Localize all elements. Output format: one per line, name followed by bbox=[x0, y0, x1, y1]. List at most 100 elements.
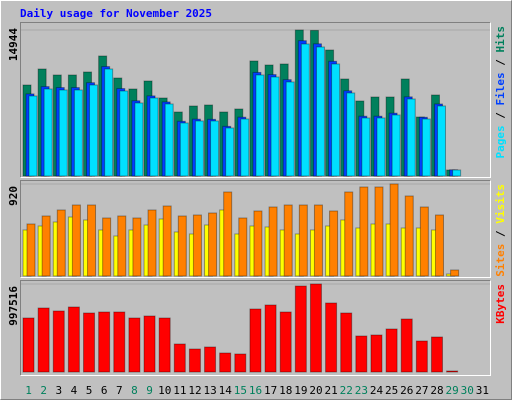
x-tick-label: 7 bbox=[116, 384, 123, 397]
bar bbox=[87, 204, 97, 277]
bar bbox=[132, 217, 142, 277]
bar bbox=[374, 186, 384, 277]
bar bbox=[192, 214, 202, 277]
bar bbox=[400, 318, 413, 373]
bar bbox=[279, 311, 292, 373]
bar bbox=[385, 328, 398, 373]
bar bbox=[404, 195, 414, 277]
bar bbox=[389, 183, 399, 277]
x-tick-label: 19 bbox=[294, 384, 307, 397]
x-tick-label: 9 bbox=[146, 384, 153, 397]
x-tick-label: 8 bbox=[131, 384, 138, 397]
x-tick-label: 31 bbox=[476, 384, 489, 397]
bar bbox=[370, 334, 383, 373]
x-tick-label: 20 bbox=[309, 384, 322, 397]
bar bbox=[225, 127, 235, 177]
x-tick-label: 18 bbox=[279, 384, 292, 397]
x-tick-label: 12 bbox=[188, 384, 201, 397]
x-tick-label: 22 bbox=[340, 384, 353, 397]
bar bbox=[117, 215, 127, 277]
bar bbox=[158, 317, 171, 373]
x-tick-label: 6 bbox=[101, 384, 108, 397]
legend-separator: / bbox=[494, 106, 507, 126]
bar bbox=[391, 114, 401, 177]
bar bbox=[331, 63, 341, 177]
bar bbox=[346, 92, 356, 177]
bar bbox=[283, 204, 293, 277]
bar bbox=[452, 169, 462, 177]
legend: KBytes bbox=[494, 284, 507, 324]
bar bbox=[58, 89, 68, 177]
bar bbox=[143, 315, 156, 373]
x-tick-label: 1 bbox=[25, 384, 32, 397]
bar bbox=[26, 223, 36, 277]
bar bbox=[208, 212, 218, 277]
panel-border bbox=[20, 22, 491, 178]
panel-border bbox=[20, 22, 491, 178]
x-tick-label: 10 bbox=[158, 384, 171, 397]
x-tick-label: 28 bbox=[430, 384, 443, 397]
bar bbox=[238, 217, 248, 277]
bar bbox=[113, 311, 126, 373]
x-tick-label: 16 bbox=[249, 384, 262, 397]
bar bbox=[89, 84, 99, 177]
bar bbox=[73, 89, 83, 177]
legend: Pages / Files / Hits bbox=[494, 26, 507, 159]
bar bbox=[255, 74, 265, 177]
bar bbox=[219, 352, 232, 373]
bar bbox=[421, 118, 431, 177]
bar bbox=[315, 46, 325, 177]
bar bbox=[162, 205, 172, 277]
bar bbox=[294, 285, 307, 373]
bar bbox=[41, 215, 51, 277]
x-tick-label: 24 bbox=[370, 384, 384, 397]
x-tick-label: 21 bbox=[325, 384, 338, 397]
bar bbox=[361, 117, 371, 177]
y-tick-label: 14944 bbox=[7, 28, 20, 61]
chart-title: Daily usage for November 2025 bbox=[20, 7, 212, 20]
bar bbox=[52, 310, 65, 373]
bar bbox=[406, 98, 416, 177]
bar bbox=[83, 312, 96, 373]
legend: Sites / Visits bbox=[494, 184, 507, 277]
bar bbox=[204, 346, 217, 373]
bar bbox=[446, 370, 459, 373]
bar bbox=[223, 191, 233, 277]
legend-entry: KBytes bbox=[494, 284, 507, 324]
bar bbox=[285, 81, 295, 177]
bar bbox=[434, 214, 444, 277]
bar bbox=[300, 43, 310, 177]
bar bbox=[71, 204, 81, 277]
x-tick-label: 17 bbox=[264, 384, 277, 397]
bar bbox=[67, 306, 80, 373]
legend-entry: Visits bbox=[494, 184, 507, 224]
panel-border bbox=[20, 280, 491, 376]
bar bbox=[415, 340, 428, 373]
x-tick-label: 25 bbox=[385, 384, 398, 397]
x-tick-label: 30 bbox=[461, 384, 474, 397]
bar bbox=[313, 204, 323, 277]
bar bbox=[359, 186, 369, 277]
bar bbox=[325, 302, 338, 373]
bar bbox=[210, 120, 220, 177]
bar bbox=[104, 68, 114, 177]
bar bbox=[98, 311, 111, 373]
x-tick-label: 14 bbox=[219, 384, 233, 397]
bar bbox=[298, 204, 308, 277]
bar bbox=[329, 210, 339, 277]
bar bbox=[450, 269, 460, 277]
legend-separator: / bbox=[494, 224, 507, 244]
x-tick-label: 27 bbox=[415, 384, 428, 397]
bar bbox=[253, 210, 263, 277]
bar bbox=[102, 217, 112, 277]
bar bbox=[134, 102, 144, 177]
bar bbox=[177, 215, 187, 277]
x-tick-label: 29 bbox=[446, 384, 459, 397]
bar bbox=[164, 103, 174, 177]
x-tick-label: 13 bbox=[203, 384, 216, 397]
bar bbox=[234, 353, 247, 373]
bar bbox=[436, 105, 446, 177]
bar bbox=[376, 117, 386, 177]
